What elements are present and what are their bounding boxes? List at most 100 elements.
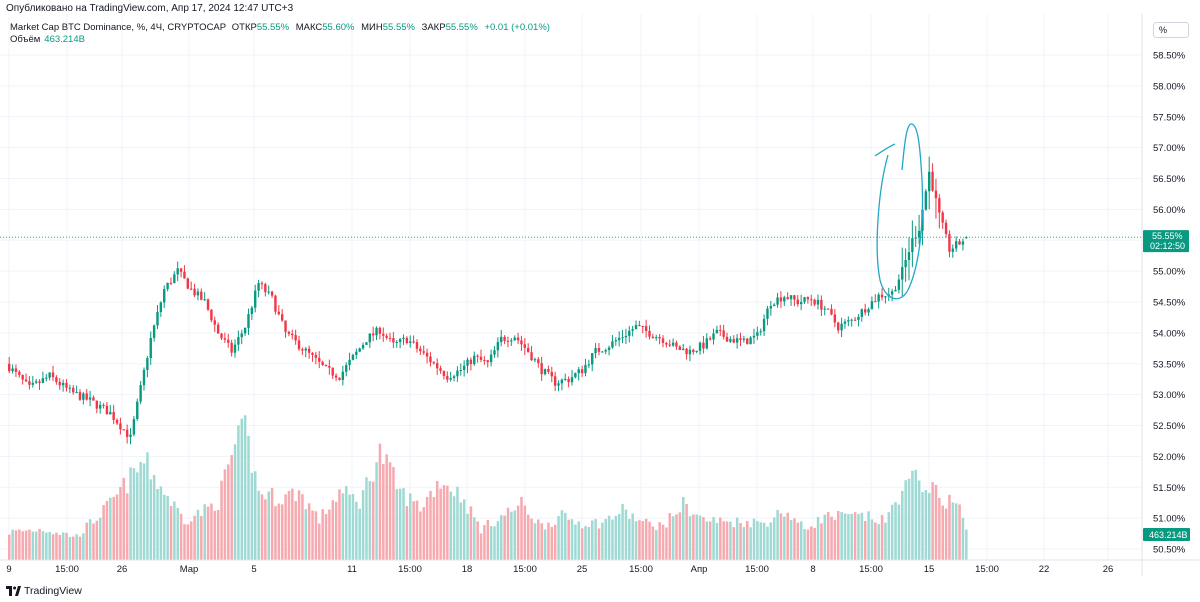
volume-bar <box>200 515 203 560</box>
candle-body <box>513 337 516 341</box>
volume-bar <box>139 461 142 560</box>
time-axis[interactable]: 9 15:00 26 Мар 5 11 15:00 18 15:00 25 15:00 Апр 15:0… <box>0 559 1200 575</box>
candle-body <box>38 381 41 383</box>
volume-bar <box>769 522 773 560</box>
candle-body <box>8 363 11 372</box>
volume-bar <box>624 509 628 560</box>
volume-bar <box>965 529 968 560</box>
candle-body <box>857 316 860 320</box>
last-volume-badge <box>1143 528 1190 541</box>
candle-body <box>692 349 695 353</box>
volume-bar <box>250 472 254 560</box>
published-caption: Опубликовано на TradingView.com, Апр 17,… <box>6 3 294 14</box>
volume-bar <box>112 496 115 560</box>
candle-body <box>611 341 614 348</box>
time-tick-label: 5 <box>251 564 256 575</box>
candle-body <box>901 267 904 280</box>
volume-bar <box>587 527 591 560</box>
volume-bar <box>233 444 237 560</box>
volume-bar <box>61 532 65 560</box>
candle-body <box>173 274 176 283</box>
candle-body <box>965 237 968 239</box>
volume-bar <box>510 511 513 560</box>
candle-body <box>712 333 715 340</box>
low-value: 55.55% <box>382 22 415 33</box>
candle-body <box>405 337 409 344</box>
candle-body <box>355 351 358 355</box>
axis-badges: 55.55%02:12:50 463.214B <box>1143 230 1190 541</box>
candle-body <box>318 357 321 362</box>
volume-bar <box>867 511 870 560</box>
volume-bar <box>351 493 355 560</box>
candle-body <box>196 291 200 296</box>
price-axis[interactable]: 58.50% 58.00% 57.50% 57.00% 56.50% 56.00% 55.5… <box>1141 14 1186 576</box>
candle-body <box>644 326 648 331</box>
tradingview-logo[interactable]: TradingView <box>6 585 82 597</box>
volume-bar <box>459 502 463 560</box>
candle-body <box>419 348 422 352</box>
candle-body <box>799 301 803 305</box>
volume-bar <box>11 529 14 560</box>
candle-body <box>641 325 644 327</box>
candle-body <box>264 284 267 293</box>
tradingview-brand: TradingView <box>24 585 82 597</box>
time-tick-label: 26 <box>1103 564 1114 575</box>
candle-body <box>371 333 375 336</box>
volume-bar <box>358 508 361 560</box>
price-tick-label: 52.50% <box>1153 421 1186 432</box>
volume-bar <box>446 485 449 560</box>
candle-body <box>452 376 456 379</box>
countdown-label: 02:12:50 <box>1150 241 1185 251</box>
candle-body <box>301 349 304 351</box>
volume-bar <box>328 509 331 560</box>
volume-bar <box>402 488 405 560</box>
volume-bar <box>489 526 493 560</box>
volume-bar <box>594 519 597 560</box>
volume-bar <box>567 519 570 560</box>
candle-body <box>176 268 179 275</box>
candle-body <box>432 362 436 364</box>
volume-label: Объём <box>10 34 41 45</box>
volume-bar <box>830 516 833 560</box>
candle-body <box>746 338 749 345</box>
volume-bar <box>675 514 678 560</box>
candle-body <box>163 289 166 303</box>
volume-bar <box>732 527 736 560</box>
volume-bar <box>580 528 584 560</box>
candle-body <box>415 342 419 349</box>
candle-body <box>125 429 129 437</box>
candle-body <box>486 360 489 363</box>
candle-body <box>678 346 682 351</box>
candle-body <box>51 372 55 378</box>
volume-bar <box>904 480 907 560</box>
candle-body <box>759 331 762 333</box>
volume-bar <box>405 506 409 560</box>
candle-body <box>493 350 496 355</box>
candle-body <box>442 370 446 376</box>
candle-body <box>698 342 702 351</box>
candle-body <box>658 337 661 339</box>
volume-bar <box>506 507 510 560</box>
candle-body <box>385 335 388 338</box>
volume-bar <box>500 515 503 560</box>
volume-bar <box>901 490 904 560</box>
volume-bar <box>516 505 520 560</box>
candle-body <box>14 368 18 372</box>
volume-bar <box>776 509 779 560</box>
volume-bar <box>493 526 496 560</box>
candle-body <box>837 322 840 331</box>
volume-bar <box>136 472 139 560</box>
candle-body <box>564 378 567 380</box>
volume-bar <box>422 507 426 560</box>
candle-body <box>914 237 917 239</box>
percent-scale-button[interactable]: % <box>1153 22 1189 38</box>
candle-body <box>345 365 348 372</box>
candle-body <box>570 377 574 383</box>
volume-bar <box>132 468 136 560</box>
candle-body <box>439 368 442 371</box>
volume-bar <box>48 531 51 560</box>
candle-body <box>166 282 169 290</box>
volume-bar <box>678 512 682 560</box>
candle-body <box>553 376 557 386</box>
